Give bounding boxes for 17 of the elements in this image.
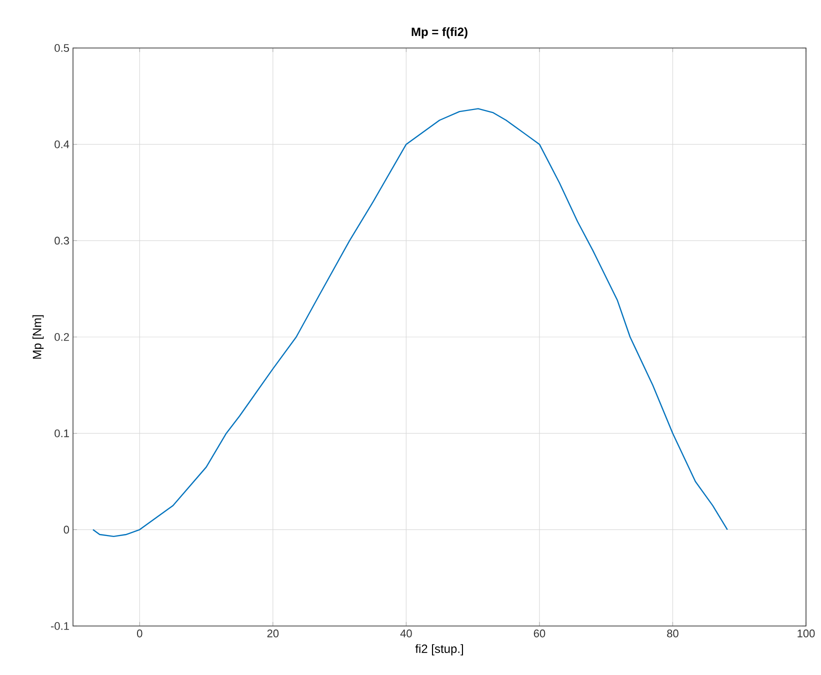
- y-tick-label: 0.3: [54, 236, 69, 245]
- y-tick-label: 0: [64, 526, 70, 534]
- y-axis-title: Mp [Nm]: [32, 315, 44, 359]
- x-axis-title: fi2 [stup.]: [415, 644, 463, 656]
- y-tick-label: 0.2: [54, 333, 69, 341]
- x-tick-label: 0: [137, 630, 142, 638]
- chart-title: Mp = f(fi2): [412, 27, 468, 38]
- x-tick-label: 40: [400, 630, 412, 638]
- x-tick-label: 80: [667, 630, 678, 638]
- y-tick-label: 0.1: [54, 429, 69, 438]
- y-tick-label: 0.5: [54, 44, 69, 52]
- x-tick-label: 20: [267, 630, 279, 638]
- x-tick-label: 100: [798, 630, 815, 638]
- y-tick-label: -0.1: [51, 622, 69, 630]
- line-series: [92, 108, 728, 538]
- y-tick-label: 0.4: [54, 140, 70, 148]
- x-tick-label: 60: [534, 630, 546, 638]
